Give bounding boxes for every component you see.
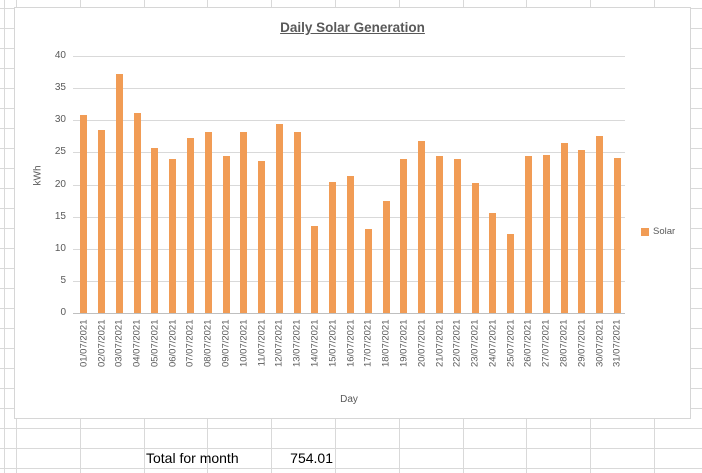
x-tick-label: 01/07/2021 bbox=[78, 319, 90, 368]
solar-bar[interactable] bbox=[347, 176, 355, 313]
x-tick-label: 18/07/2021 bbox=[380, 319, 392, 368]
y-gridline bbox=[73, 56, 625, 57]
solar-bar[interactable] bbox=[471, 182, 479, 313]
x-tick-label: 03/07/2021 bbox=[113, 319, 125, 368]
x-tick-label: 27/07/2021 bbox=[540, 319, 552, 368]
solar-bar[interactable] bbox=[418, 141, 426, 313]
solar-bar[interactable] bbox=[596, 135, 604, 313]
sheet-gridline-horizontal bbox=[0, 468, 702, 469]
solar-bar[interactable] bbox=[275, 124, 283, 313]
solar-bar[interactable] bbox=[578, 149, 586, 313]
total-value-cell[interactable]: 754.01 bbox=[290, 450, 333, 466]
x-tick-label: 19/07/2021 bbox=[398, 319, 410, 368]
sheet-gridline-vertical bbox=[4, 0, 5, 473]
solar-bar[interactable] bbox=[507, 233, 515, 313]
x-tick-label: 12/07/2021 bbox=[273, 319, 285, 368]
sheet-gridline-horizontal bbox=[0, 448, 702, 449]
x-tick-label: 23/07/2021 bbox=[469, 319, 481, 368]
y-tick-label: 10 bbox=[54, 242, 66, 254]
x-tick-label: 15/07/2021 bbox=[327, 319, 339, 368]
solar-bar[interactable] bbox=[560, 142, 568, 313]
y-tick-label: 25 bbox=[54, 146, 66, 158]
solar-bar[interactable] bbox=[293, 132, 301, 313]
y-gridline bbox=[73, 120, 625, 122]
y-tick-label: 35 bbox=[54, 82, 66, 94]
x-tick-label: 29/07/2021 bbox=[576, 319, 588, 368]
x-tick-label: 04/07/2021 bbox=[131, 319, 143, 368]
solar-bar[interactable] bbox=[186, 137, 194, 313]
legend-swatch-icon bbox=[641, 227, 649, 236]
plot-area bbox=[73, 56, 625, 314]
solar-bar[interactable] bbox=[240, 131, 248, 313]
x-tick-label: 16/07/2021 bbox=[345, 319, 357, 368]
legend-label: Solar bbox=[653, 226, 676, 237]
solar-bar[interactable] bbox=[382, 201, 390, 313]
solar-bar[interactable] bbox=[453, 158, 461, 313]
solar-bar[interactable] bbox=[97, 129, 105, 313]
chart-object[interactable]: Daily Solar Generation kWh 01/07/2021 02/… bbox=[14, 7, 691, 419]
x-axis-labels: 01/07/2021 02/07/2021 03/07/2021 04/07/2021… bbox=[73, 319, 625, 391]
y-gridline bbox=[73, 152, 625, 154]
x-tick-label: 09/07/2021 bbox=[220, 319, 232, 368]
x-tick-label: 30/07/2021 bbox=[594, 319, 606, 368]
x-tick-label: 31/07/2021 bbox=[611, 319, 623, 368]
y-tick-label: 0 bbox=[60, 307, 66, 318]
solar-bar[interactable] bbox=[489, 212, 497, 313]
solar-bar[interactable] bbox=[115, 74, 123, 313]
sheet-gridline-horizontal bbox=[0, 428, 702, 429]
x-tick-label: 17/07/2021 bbox=[362, 319, 374, 368]
solar-bar[interactable] bbox=[542, 154, 550, 313]
solar-bar[interactable] bbox=[400, 159, 408, 313]
total-label-cell[interactable]: Total for month bbox=[146, 450, 239, 466]
y-tick-label: 30 bbox=[54, 114, 66, 126]
solar-bar[interactable] bbox=[222, 156, 230, 313]
x-tick-label: 28/07/2021 bbox=[558, 319, 570, 368]
y-tick-label: 20 bbox=[54, 178, 66, 190]
x-tick-label: 26/07/2021 bbox=[522, 319, 534, 368]
x-axis-line bbox=[73, 313, 625, 314]
x-tick-label: 21/07/2021 bbox=[434, 319, 445, 368]
y-tick-label: 15 bbox=[54, 210, 66, 222]
solar-bar[interactable] bbox=[151, 147, 159, 313]
solar-bar[interactable] bbox=[133, 113, 141, 313]
x-tick-label: 10/07/2021 bbox=[238, 319, 250, 368]
solar-bar[interactable] bbox=[80, 115, 88, 313]
y-tick-label: 5 bbox=[60, 274, 66, 286]
solar-bar[interactable] bbox=[169, 159, 177, 313]
solar-bar[interactable] bbox=[258, 160, 266, 313]
chart-title: Daily Solar Generation bbox=[280, 20, 425, 35]
x-tick-label: 25/07/2021 bbox=[505, 319, 517, 368]
x-tick-label: 14/07/2021 bbox=[309, 319, 321, 368]
x-tick-label: 02/07/2021 bbox=[96, 319, 107, 368]
x-tick-label: 06/07/2021 bbox=[167, 319, 179, 368]
x-tick-label: 22/07/2021 bbox=[451, 319, 463, 368]
y-tick-label: 40 bbox=[54, 50, 66, 61]
solar-bar[interactable] bbox=[524, 156, 532, 313]
x-tick-label: 07/07/2021 bbox=[184, 319, 196, 368]
solar-bar[interactable] bbox=[329, 181, 337, 313]
solar-bar[interactable] bbox=[311, 225, 319, 313]
solar-bar[interactable] bbox=[364, 229, 372, 313]
legend-item-solar[interactable]: Solar bbox=[641, 226, 675, 237]
y-gridline bbox=[73, 88, 625, 90]
x-tick-label: 08/07/2021 bbox=[202, 319, 214, 368]
x-tick-label: 13/07/2021 bbox=[291, 319, 303, 368]
x-tick-label: 20/07/2021 bbox=[416, 319, 428, 368]
solar-bar[interactable] bbox=[436, 155, 443, 313]
x-axis-title: Day bbox=[340, 394, 358, 405]
solar-bar[interactable] bbox=[613, 157, 621, 313]
solar-bar[interactable] bbox=[204, 132, 212, 313]
x-tick-label: 05/07/2021 bbox=[149, 319, 161, 368]
x-tick-label: 24/07/2021 bbox=[487, 319, 499, 368]
x-tick-label: 11/07/2021 bbox=[256, 319, 268, 367]
